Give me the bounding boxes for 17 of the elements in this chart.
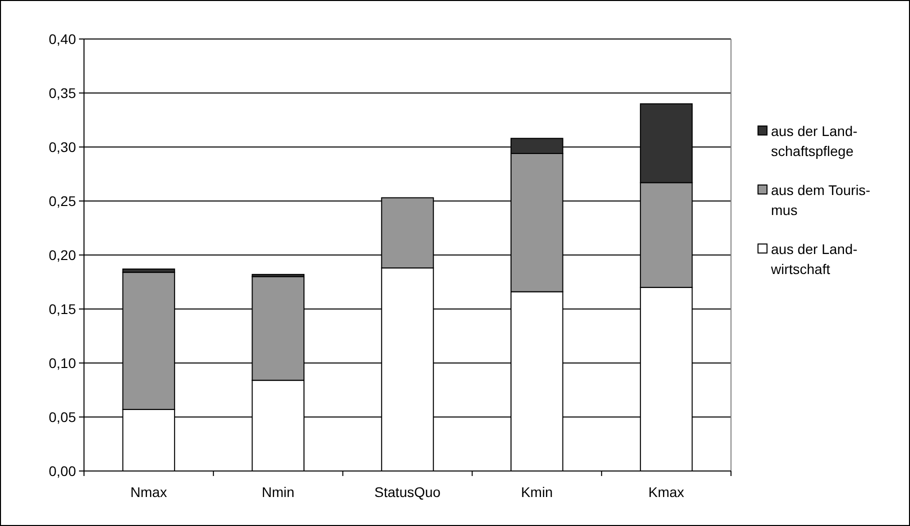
y-tick-label: 0,30 xyxy=(48,138,76,155)
y-tick-label: 0,25 xyxy=(48,192,76,209)
x-tick-label: StatusQuo xyxy=(374,484,441,500)
y-tick-label: 0,35 xyxy=(48,84,76,101)
y-tick-label: 0,15 xyxy=(48,300,76,317)
x-tick-label: Nmin xyxy=(262,484,294,500)
x-tick-label: Nmax xyxy=(130,484,167,500)
y-tick-label: 0,00 xyxy=(48,462,76,479)
legend-label: aus der Land- schaftspflege xyxy=(771,123,858,159)
x-tick-label: Kmin xyxy=(520,484,553,500)
x-tick-label: Kmax xyxy=(648,484,684,500)
y-tick-label: 0,05 xyxy=(48,408,76,425)
y-tick-label: 0,40 xyxy=(48,30,76,47)
legend-label: aus der Land- wirtschaft xyxy=(770,241,858,277)
y-tick-label: 0,10 xyxy=(48,354,76,371)
legend-label: aus dem Touris- mus xyxy=(771,182,871,218)
y-tick-label: 0,20 xyxy=(48,246,76,263)
